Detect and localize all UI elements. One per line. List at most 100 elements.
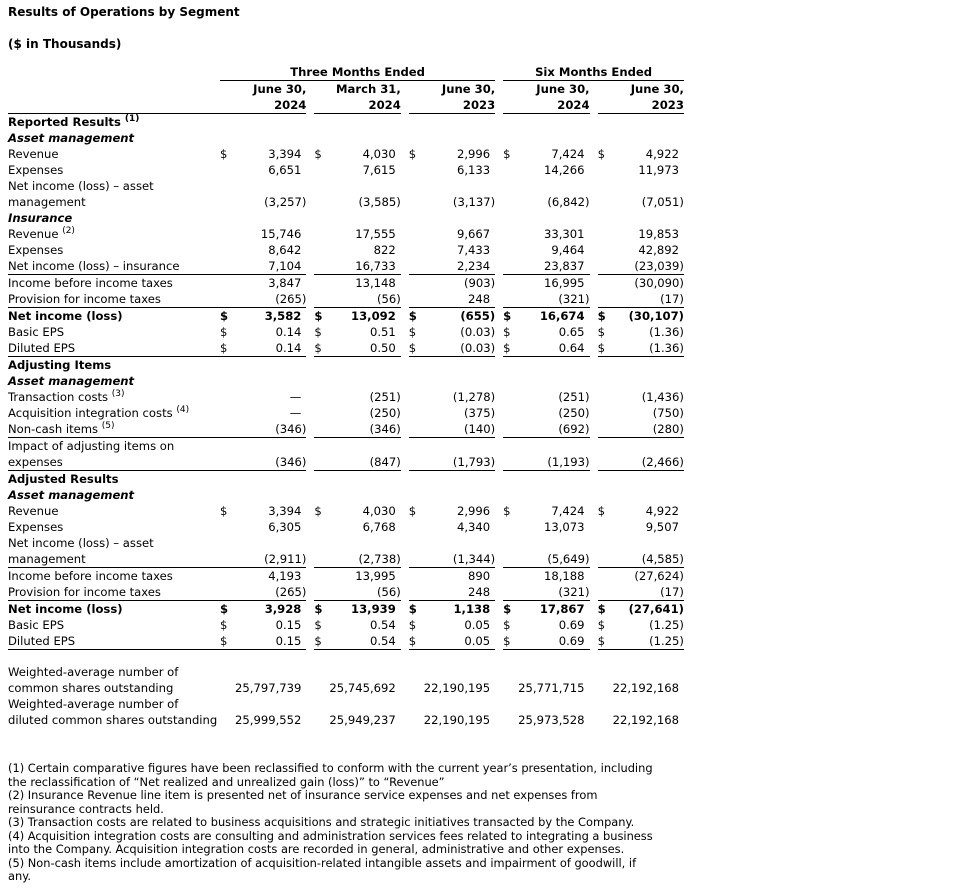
currency-symbol (220, 421, 235, 438)
row-label-text: Net income (loss) (8, 602, 123, 616)
spacer (590, 146, 598, 162)
currency-symbol: $ (597, 618, 605, 632)
currency-symbol: $ (597, 340, 613, 357)
spacer (590, 568, 598, 585)
table-row: Revenue $3,394 $4,030 $2,996 $7,424 $4,922 (8, 146, 684, 162)
value-cell: (1.25) (612, 633, 684, 650)
spacer (306, 275, 314, 292)
spacer (590, 389, 598, 405)
column-header: 2024 (314, 97, 401, 114)
table-row: Expenses 6,305 6,768 4,340 13,073 9,507 (8, 519, 684, 535)
row-label-text: Revenue (8, 227, 59, 241)
currency-symbol (314, 258, 330, 275)
value-cell: (346) (235, 421, 307, 438)
spacer (306, 81, 314, 98)
column-header: June 30, (536, 82, 590, 96)
spacer (495, 178, 503, 210)
value-cell: 3,847 (268, 276, 302, 290)
value-cell: 8,642 (268, 243, 302, 257)
currency-symbol (598, 178, 613, 210)
value-cell: 9,667 (456, 227, 491, 241)
spacer (590, 438, 598, 471)
spacer (401, 617, 409, 633)
spacer (590, 97, 598, 114)
row-label-text: Net income (loss) – asset management (8, 536, 154, 566)
section-heading: Adjusted Results (8, 471, 684, 488)
value-cell: (30,090) (634, 276, 684, 290)
value-cell: (321) (518, 584, 590, 601)
value-cell: (265) (235, 291, 307, 308)
value-cell: (3,257) (264, 195, 307, 209)
value-cell: 3,928 (264, 602, 302, 616)
currency-symbol: $ (220, 602, 229, 616)
value-cell: (692) (518, 421, 590, 438)
currency-symbol: $ (220, 504, 228, 518)
currency-symbol (314, 584, 330, 601)
currency-symbol (503, 519, 518, 535)
spacer (590, 340, 598, 357)
row-label-text: Revenue (8, 504, 59, 518)
value-cell: 0.54 (329, 633, 401, 650)
spacer (306, 617, 314, 633)
value-cell: (0.03) (423, 340, 496, 357)
value-cell: 0.15 (235, 633, 307, 650)
value-cell: (346) (329, 421, 401, 438)
spacer (590, 162, 598, 178)
value-cell: 0.69 (558, 618, 585, 632)
value-cell: 15,746 (260, 227, 302, 241)
spacer (590, 308, 598, 325)
row-label: Reported Results (1) (8, 114, 220, 131)
row-label: Asset management (8, 130, 220, 146)
spacer (401, 405, 409, 421)
section-subheading: Asset management (8, 373, 684, 389)
table-row: Revenue (2) 15,746 17,555 9,667 33,301 19,853 (8, 226, 684, 242)
row-label-text: Revenue (8, 147, 59, 161)
value-cell: (251) (558, 390, 590, 404)
currency-symbol (503, 696, 518, 728)
value-cell: 25,745,692 (329, 681, 396, 695)
currency-symbol (409, 226, 424, 242)
value-cell: (5,649) (518, 535, 590, 568)
report: Results of Operations by Segment ($ in T… (8, 4, 684, 884)
spacer (401, 438, 409, 471)
row-label: Basic EPS (8, 617, 220, 633)
spacer (495, 226, 503, 242)
value-cell: 248 (423, 584, 496, 601)
currency-symbol: $ (597, 602, 606, 616)
currency-symbol: $ (408, 504, 417, 518)
row-label: Diluted EPS (8, 633, 220, 650)
currency-symbol: $ (314, 340, 330, 357)
row-label: Income before income taxes (8, 568, 220, 585)
spacer (590, 617, 598, 633)
spacer (306, 584, 314, 601)
row-label: Expenses (8, 242, 220, 258)
currency-symbol (220, 242, 235, 258)
value-cell: (2,466) (612, 437, 684, 471)
spacer (590, 664, 598, 696)
spacer (306, 178, 314, 210)
value-cell: 0.05 (423, 633, 496, 650)
row-label-text: Asset management (8, 488, 135, 502)
row-label-text: Net income (loss) – insurance (8, 259, 180, 273)
table-row: Net income (loss) – asset management (3,2… (8, 178, 684, 210)
value-cell: 3,394 (268, 504, 302, 518)
value-cell: 0.14 (275, 325, 302, 339)
spacer (495, 389, 503, 405)
value-cell: 18,188 (543, 569, 585, 583)
footnote-ref: (5) (101, 421, 115, 432)
currency-symbol: $ (220, 325, 228, 339)
currency-symbol (409, 389, 424, 405)
value-cell: (265) (235, 584, 307, 601)
value-cell: (321) (518, 291, 590, 308)
value-cell: 822 (373, 243, 396, 257)
report-title: Results of Operations by Segment (8, 5, 240, 19)
value-cell: 13,939 (351, 602, 396, 616)
row-label-text: Income before income taxes (8, 569, 173, 583)
spacer (306, 601, 314, 618)
spacer (306, 664, 314, 696)
currency-symbol (220, 389, 235, 405)
row-label-text: Expenses (8, 520, 64, 534)
spacer (495, 696, 503, 728)
currency-symbol (220, 226, 235, 242)
spacer (590, 633, 598, 650)
